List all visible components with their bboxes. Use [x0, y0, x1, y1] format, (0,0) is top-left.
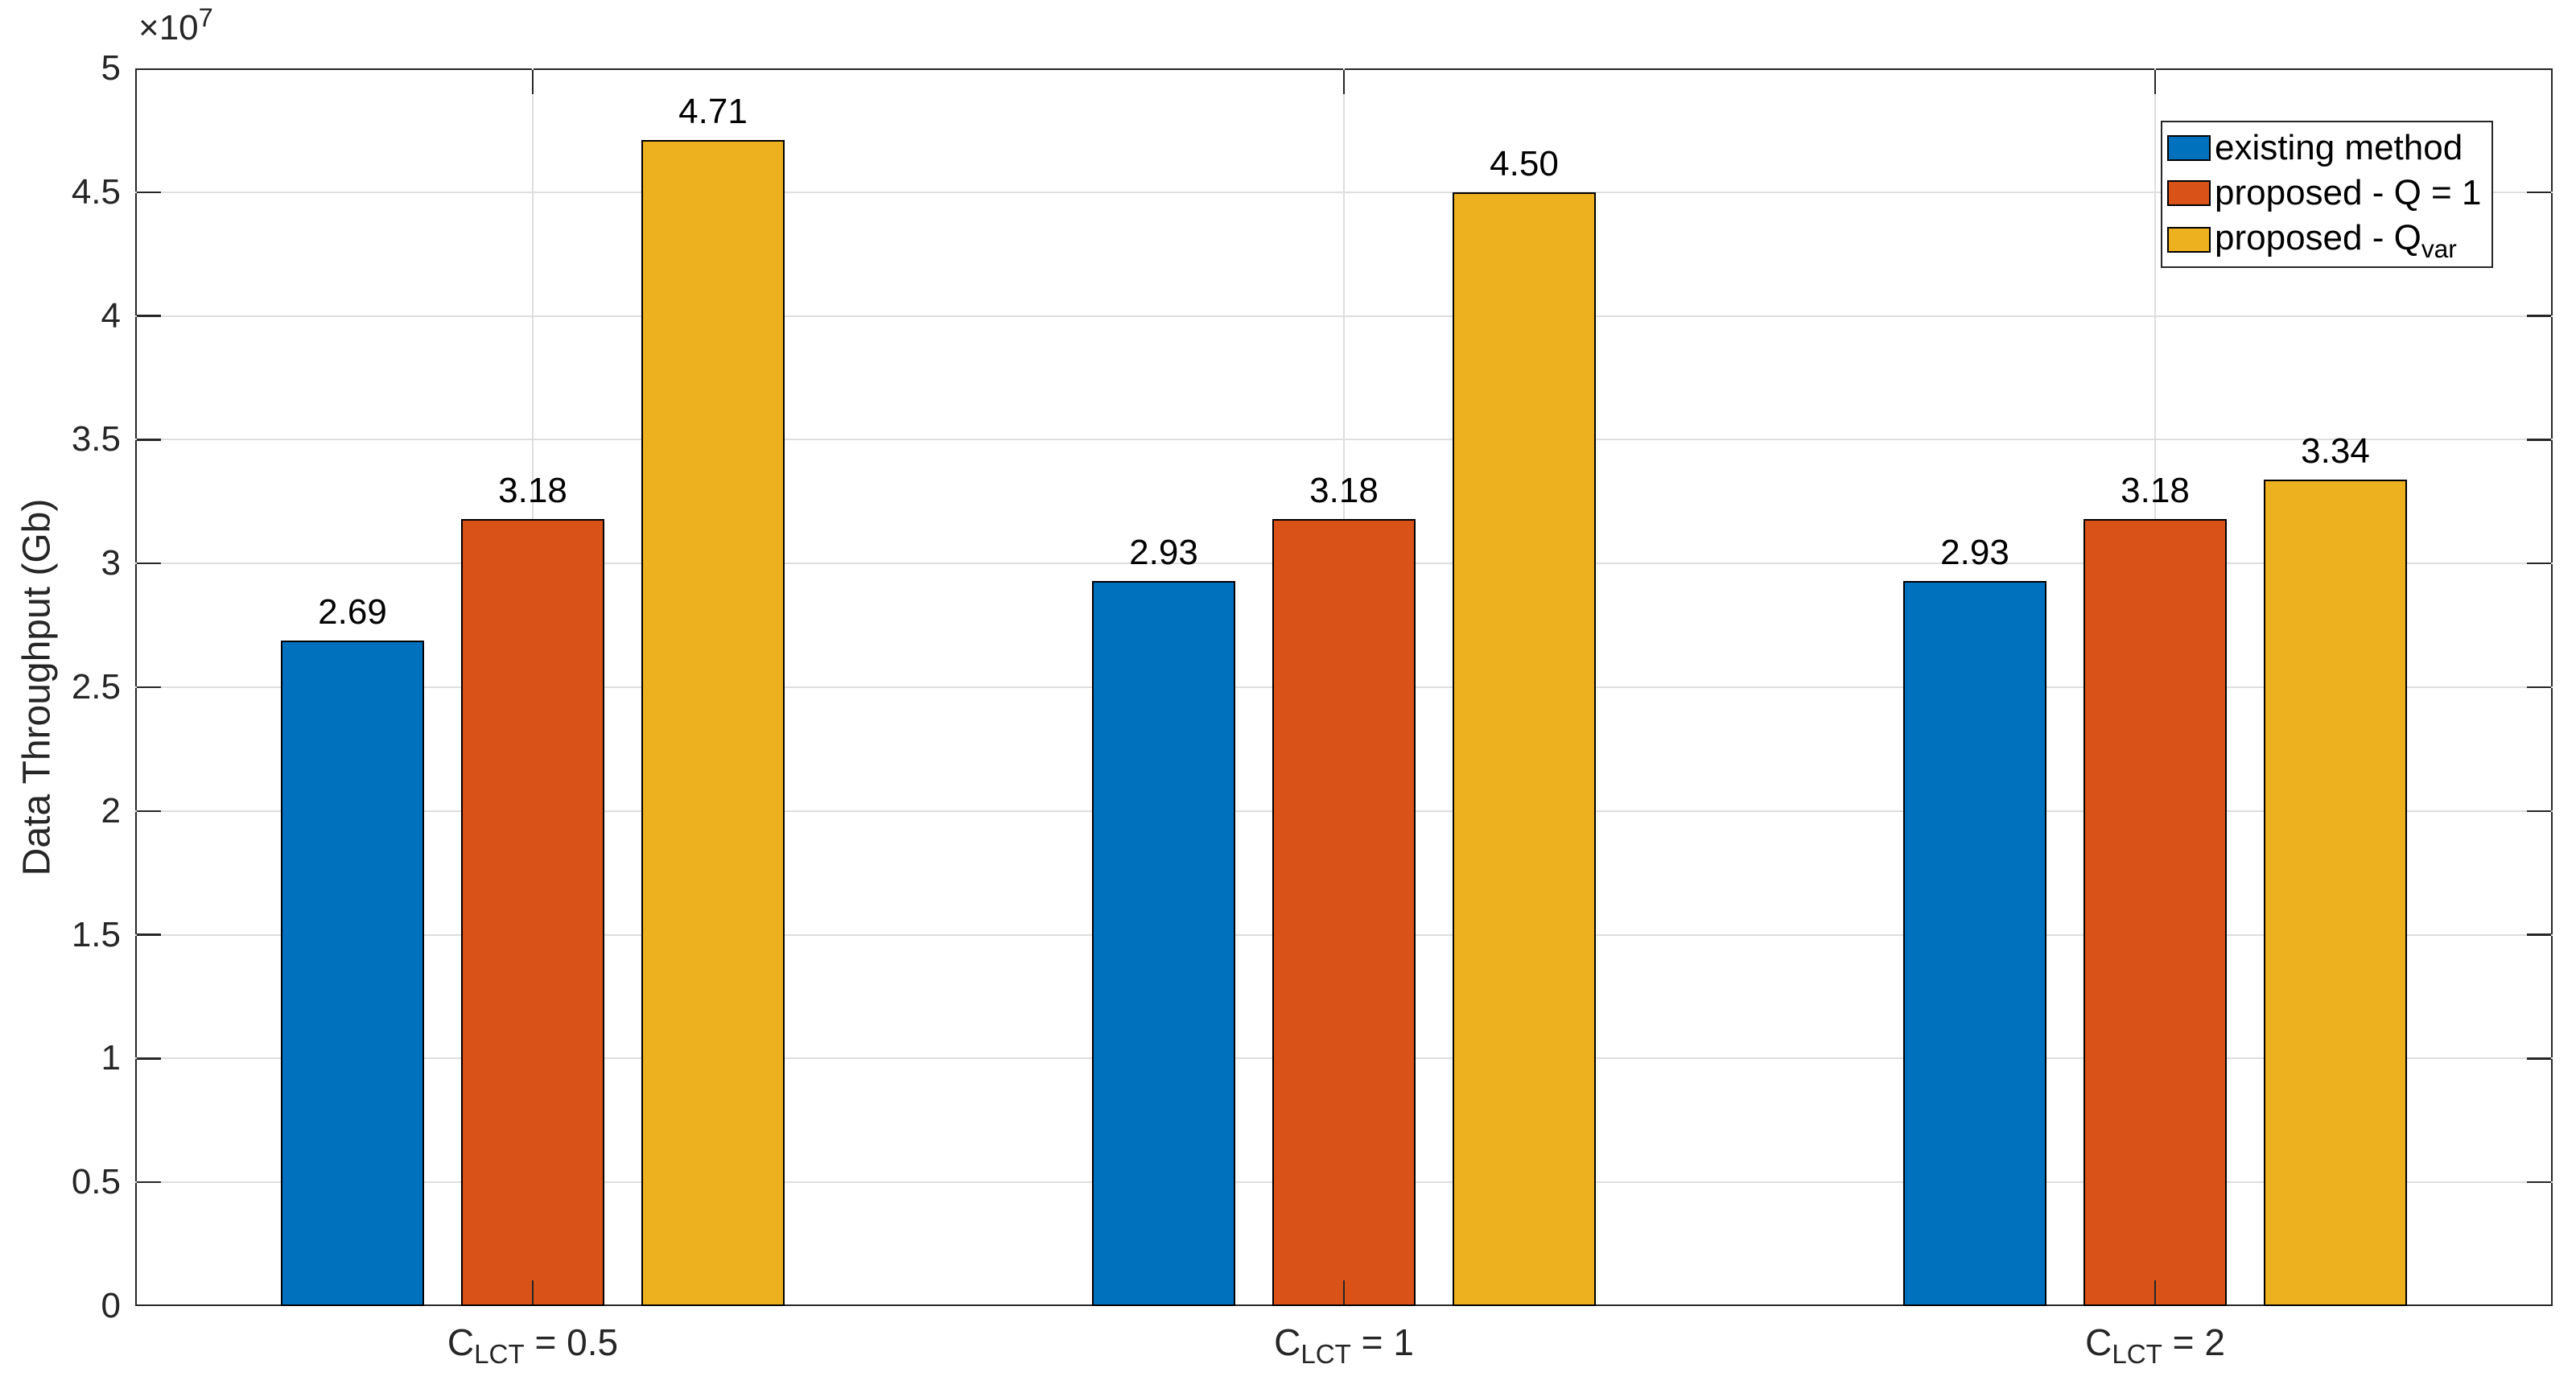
bar-existing-method — [1092, 580, 1235, 1306]
bar-existing-method — [281, 640, 424, 1306]
y-tick-right — [2527, 1057, 2551, 1060]
y-axis-exponent-power: 7 — [198, 3, 213, 33]
y-tick-label: 0 — [101, 1286, 121, 1325]
y-tick-left — [137, 686, 161, 689]
legend-label-subscript: var — [2421, 233, 2457, 263]
legend-label-text: existing method — [2215, 128, 2463, 167]
y-tick-label: 5 — [101, 48, 121, 88]
legend-swatch-icon — [2167, 180, 2211, 206]
y-tick-label: 4 — [101, 295, 121, 336]
y-tick-label: 3 — [101, 543, 121, 583]
y-tick-label: 2 — [101, 790, 121, 830]
y-tick-right — [2527, 562, 2551, 565]
y-axis-exponent: ×107 — [138, 3, 213, 48]
y-tick-label: 2.5 — [71, 667, 121, 707]
x-tick-label-base: C — [1274, 1321, 1301, 1363]
bar-value-label: 4.71 — [678, 92, 748, 132]
bar-value-label: 3.18 — [498, 470, 567, 510]
y-tick-label: 1.5 — [71, 914, 121, 954]
x-tick-label-rest: = 2 — [2162, 1321, 2225, 1363]
y-tick-left — [137, 933, 161, 936]
y-tick-left — [137, 810, 161, 813]
legend-swatch-icon — [2167, 226, 2211, 253]
legend-entry: existing method — [2167, 129, 2492, 167]
legend-label-text: proposed - Q = 1 — [2215, 173, 2482, 212]
legend-entry: proposed - Qvar — [2167, 218, 2492, 263]
y-tick-right — [2527, 315, 2551, 317]
y-tick-label: 1 — [101, 1038, 121, 1078]
bar-value-label: 2.93 — [1940, 532, 2009, 572]
bar-value-label: 3.34 — [2301, 431, 2370, 471]
bar-value-label: 3.18 — [1309, 470, 1379, 510]
bar-proposed-q-1 — [1272, 518, 1416, 1306]
bar-value-label: 2.93 — [1129, 532, 1198, 572]
legend-label-text: proposed - Q — [2215, 218, 2421, 258]
y-tick-right — [2527, 810, 2551, 813]
y-tick-right — [2527, 1181, 2551, 1184]
legend-label: proposed - Qvar — [2215, 218, 2457, 263]
legend-swatch-icon — [2167, 135, 2211, 161]
y-tick-left — [137, 1057, 161, 1060]
x-tick-label: CLCT = 2 — [2085, 1321, 2225, 1370]
x-tick-bottom — [531, 1280, 534, 1304]
y-tick-left — [137, 191, 161, 194]
bar-proposed-q-1 — [2083, 518, 2227, 1306]
bar-value-label: 4.50 — [1490, 143, 1559, 183]
bar-existing-method — [1903, 580, 2046, 1306]
bar-value-label: 3.18 — [2121, 470, 2190, 510]
y-tick-right — [2527, 191, 2551, 194]
y-tick-label: 0.5 — [71, 1162, 121, 1202]
x-tick-label-rest: = 1 — [1350, 1321, 1414, 1363]
x-tick-top — [2154, 70, 2157, 94]
bar-proposed-q-var — [1453, 192, 1596, 1306]
x-tick-label-subscript: LCT — [1300, 1339, 1351, 1370]
x-tick-top — [531, 70, 534, 94]
bar-proposed-q-1 — [461, 518, 604, 1306]
x-tick-label: CLCT = 1 — [1274, 1321, 1414, 1370]
y-tick-left — [137, 439, 161, 441]
legend-label: proposed - Q = 1 — [2215, 174, 2481, 212]
y-tick-right — [2527, 933, 2551, 936]
bar-proposed-q-var — [641, 140, 785, 1306]
y-tick-label: 3.5 — [71, 419, 121, 459]
x-tick-label-rest: = 0.5 — [524, 1321, 619, 1363]
x-tick-label-subscript: LCT — [474, 1339, 525, 1370]
legend-entry: proposed - Q = 1 — [2167, 174, 2492, 212]
x-tick-label-base: C — [447, 1321, 475, 1363]
bar-proposed-q-var — [2264, 479, 2407, 1306]
y-tick-right — [2527, 439, 2551, 441]
x-tick-label-base: C — [2085, 1321, 2112, 1363]
y-tick-left — [137, 562, 161, 565]
y-tick-left — [137, 1181, 161, 1184]
x-tick-bottom — [1342, 1280, 1346, 1304]
y-axis-exponent-base: ×10 — [138, 8, 199, 47]
x-tick-label-subscript: LCT — [2112, 1339, 2162, 1370]
legend: existing method proposed - Q = 1 proposed … — [2161, 121, 2493, 268]
legend-label: existing method — [2215, 129, 2463, 167]
x-tick-label: CLCT = 0.5 — [447, 1321, 619, 1370]
x-tick-top — [1342, 70, 1346, 94]
bar-value-label: 2.69 — [318, 591, 387, 632]
y-tick-right — [2527, 686, 2551, 689]
x-tick-bottom — [2154, 1280, 2157, 1304]
y-tick-left — [137, 315, 161, 317]
y-tick-label: 4.5 — [71, 171, 121, 212]
